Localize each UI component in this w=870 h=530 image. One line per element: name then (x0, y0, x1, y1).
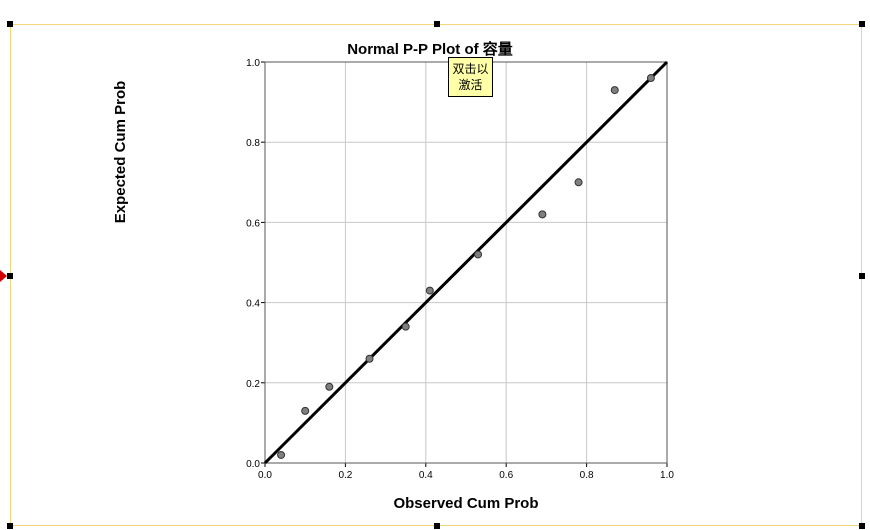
data-point (646, 74, 655, 83)
x-tick-label: 0.6 (499, 470, 513, 481)
x-tick-label: 0.8 (580, 470, 594, 481)
chart-title: Normal P-P Plot of 容量 (347, 41, 513, 58)
tooltip-line-2: 激活 (458, 78, 483, 92)
x-tick-label: 1.0 (660, 470, 674, 481)
data-point (277, 450, 286, 459)
data-point (401, 322, 410, 331)
tooltip-line-1: 双击以 (452, 62, 489, 76)
resize-handle-bottom-right[interactable] (859, 523, 865, 529)
data-point (538, 210, 547, 219)
activate-tooltip[interactable]: 双击以 激活 (448, 57, 493, 97)
data-point (425, 286, 434, 295)
y-tick-label: 1.0 (246, 58, 260, 69)
y-tick-label: 0.8 (246, 138, 260, 149)
y-tick-label: 0.2 (246, 379, 260, 390)
x-axis-label: Observed Cum Prob (393, 495, 539, 512)
resize-handle-right[interactable] (859, 273, 865, 279)
data-point (301, 406, 310, 415)
x-tick-label: 0.4 (419, 470, 433, 481)
resize-handle-top-right[interactable] (859, 21, 865, 27)
data-point (474, 250, 483, 259)
x-tick-label: 0.0 (258, 470, 272, 481)
data-point (325, 382, 334, 391)
data-point (365, 354, 374, 363)
resize-handle-left[interactable] (7, 273, 13, 279)
resize-handle-top-left[interactable] (7, 21, 13, 27)
resize-handle-top[interactable] (434, 21, 440, 27)
y-tick-label: 0.4 (246, 299, 260, 310)
data-point (610, 86, 619, 95)
data-point (574, 178, 583, 187)
y-tick-label: 0.6 (246, 218, 260, 229)
reference-line (263, 60, 669, 465)
selection-arrow-icon (0, 270, 7, 282)
y-tick-label: 0.0 (246, 459, 260, 470)
resize-handle-bottom[interactable] (434, 523, 440, 529)
x-tick-label: 0.2 (338, 470, 352, 481)
resize-handle-bottom-left[interactable] (7, 523, 13, 529)
